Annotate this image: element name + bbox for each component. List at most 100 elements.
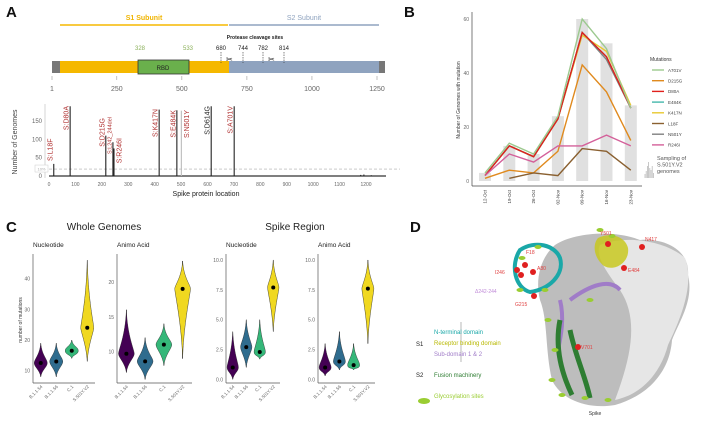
mutation-timeline-chart: 0 20 40 60 12-Oct 19-Oct 26-Oct 02-Nov 09-Nov 16-…: [463, 12, 687, 205]
threshold-badge: [34, 164, 49, 173]
y-tick-label: 30: [24, 307, 30, 313]
x-tick-label: 1200: [360, 182, 371, 188]
legend-item: L18F: [668, 121, 679, 126]
x-tick-label: S.501Y.V2: [72, 384, 91, 403]
series-line-l18f: [509, 147, 632, 179]
sampling-bar: [576, 19, 589, 181]
rbd-domain: [137, 59, 190, 75]
series-line-d80a: [484, 31, 632, 177]
mutation-y-label: Number of Genomes: [12, 109, 19, 174]
x-tick-label: 1100: [334, 182, 345, 188]
whole-genomes-title: Whole Genomes: [67, 222, 141, 233]
c-terminal: [379, 61, 385, 73]
median-point: [244, 345, 249, 350]
x-tick-label: 02-Nov: [555, 189, 560, 204]
s2-domain: [229, 61, 379, 73]
axis-tick-label: 250: [111, 86, 123, 93]
median-point: [337, 359, 342, 364]
x-tick-label: C.1: [66, 384, 75, 393]
x-tick-label: B.1.1.56: [327, 384, 343, 400]
median-point: [54, 359, 59, 364]
residue-marker: [639, 244, 645, 250]
x-tick-label: 100: [71, 182, 80, 188]
legend-title: Mutations: [650, 57, 672, 63]
subplot-title: Animo Acid: [117, 242, 150, 249]
series-line-a701v: [484, 17, 632, 174]
violin-b-1-1-54: [318, 343, 332, 376]
median-point: [124, 351, 129, 356]
sampling-bar: [551, 116, 564, 181]
panel-label-c: C: [6, 219, 17, 236]
violin-c-1: [347, 343, 360, 371]
cleavage-sites: 680 744 782 814: [216, 46, 290, 63]
x-tick-label: 700: [230, 182, 239, 188]
y-tick-label: 40: [463, 71, 469, 77]
x-tick-label: 500: [177, 182, 186, 188]
cleavage-site-label: 744: [238, 46, 249, 52]
median-point: [85, 325, 90, 330]
x-tick-label: 26-Oct: [531, 189, 536, 203]
median-point: [161, 342, 166, 347]
mutation-label: S:K417N: [153, 109, 160, 137]
sampling-bar: [479, 172, 491, 181]
x-tick-label: 12-Oct: [483, 189, 488, 203]
panel-label-a: A: [6, 4, 17, 21]
residue-marker: [605, 241, 611, 247]
mutation-label: S:D215G: [99, 118, 106, 147]
rbd-end-label: 533: [183, 46, 194, 52]
x-tick-label: 1000: [308, 182, 319, 188]
glycosylation-site: [516, 288, 524, 292]
sampling-bar: [527, 154, 540, 181]
median-point: [365, 286, 370, 291]
domain-axis: 1 250 500 750 1000 1250: [50, 76, 385, 93]
x-tick-label: C.1: [158, 384, 167, 393]
cleavage-site-label: 680: [216, 46, 227, 52]
y-tick-label: 20: [463, 125, 469, 131]
y-tick-label: 40: [24, 277, 30, 283]
rbd-ribbon: [594, 235, 629, 268]
subplot-title: Animo Acid: [318, 242, 351, 249]
glycosylation-site: [548, 378, 556, 382]
scissors-icon: ✂: [226, 55, 233, 64]
rbd-start-label: 328: [135, 46, 146, 52]
spike-region-title: Spike Region: [265, 222, 324, 233]
glycosylation-site: [596, 228, 604, 232]
x-tick-label: 900: [283, 182, 292, 188]
series-line-r246i: [484, 134, 632, 177]
median-point: [351, 363, 356, 368]
y-tick-label: 7.5: [216, 288, 223, 294]
violin-b-1-1-54: [226, 331, 239, 380]
violin-b-1-1-56: [137, 337, 154, 380]
y-tick-label: 2.5: [308, 348, 315, 354]
residue-label: Δ242-244: [475, 289, 497, 295]
residue-marker: [522, 262, 528, 268]
median-point: [323, 365, 328, 370]
s1-legend-label: S1: [416, 342, 424, 348]
x-tick-label: 16-Nov: [604, 189, 609, 204]
mutation-label: S:D614G: [205, 106, 212, 135]
axis-tick-label: 1000: [304, 86, 320, 93]
ntd-legend: N-terminal domain: [434, 330, 483, 336]
x-tick-label: B.1.1.56: [44, 384, 60, 400]
s2-subunit-label: S2 Subunit: [287, 15, 321, 22]
residue-label: F18: [526, 250, 535, 256]
x-tick-label: B.1.1.54: [28, 384, 44, 400]
y-tick-label: 20: [24, 338, 30, 344]
residue-markers: F18 A80 I246 Δ242-244 G215 Y501 N417 E484 V701: [475, 231, 657, 351]
x-tick-label: 23-Nov: [628, 189, 633, 204]
residue-label: N417: [645, 237, 657, 243]
glycosylation-site: [518, 256, 526, 260]
x-tick-label: 0: [48, 182, 51, 188]
glycosylation-site: [604, 398, 612, 402]
residue-marker: [621, 265, 627, 271]
median-point: [69, 348, 74, 353]
series-line-d215g: [484, 63, 632, 179]
y-tick-label: 150: [32, 119, 43, 125]
ntd-ribbon: [512, 242, 563, 295]
violin-s-501y-v2: [174, 260, 191, 359]
mutation-bar-chart: 0 50 100 150 0 100 200 300 400 500 600 700 800 900 100…: [32, 104, 400, 188]
median-point: [230, 365, 235, 370]
glycosylation-site: [551, 348, 559, 352]
median-point: [257, 349, 262, 354]
